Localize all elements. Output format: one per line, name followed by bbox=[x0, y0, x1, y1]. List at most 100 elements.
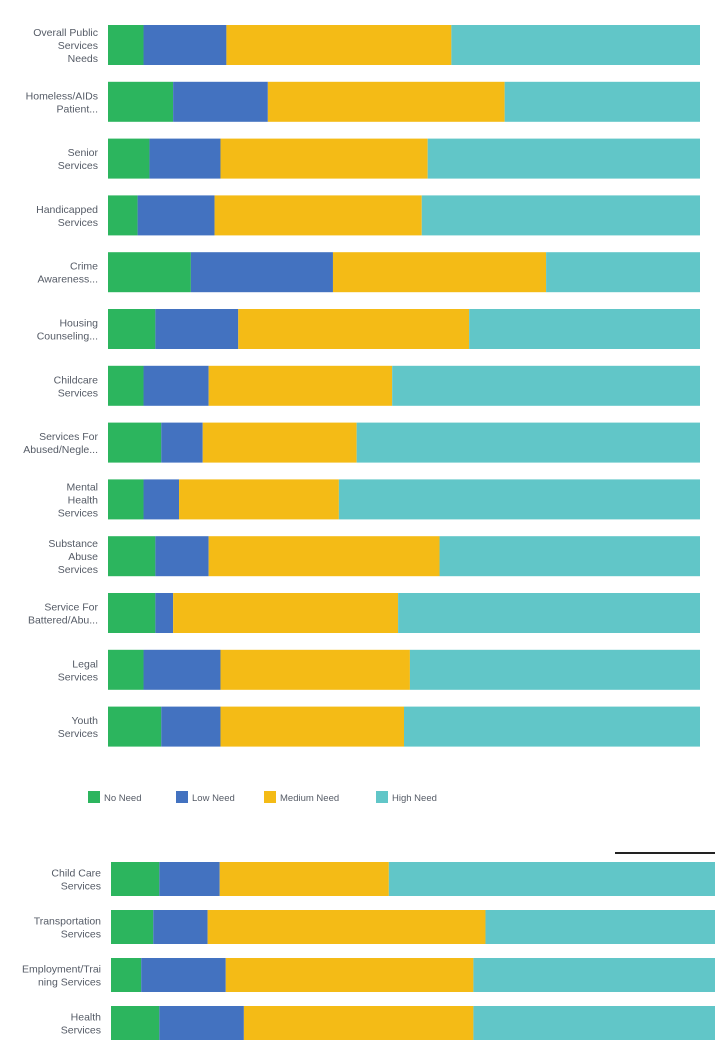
legend-label-no-need: No Need bbox=[104, 793, 142, 804]
bar-no-need-handicapped-services bbox=[108, 195, 138, 236]
chart-1: Overall PublicServicesNeedsHomeless/AIDs… bbox=[23, 25, 700, 804]
bar-low-need-handicapped-services bbox=[137, 195, 215, 236]
legend-label-medium-need: Medium Need bbox=[280, 793, 339, 804]
bar-no-need-childcare-services bbox=[108, 365, 144, 406]
bar-medium-need-legal-services bbox=[220, 649, 410, 690]
bar-medium-need-service-for-battered-abu bbox=[173, 593, 399, 633]
category-label: Housing bbox=[59, 318, 98, 330]
bar-low-need-crime-awareness bbox=[190, 252, 333, 293]
legend: No Need Low Need Medium Need High Need bbox=[88, 791, 437, 804]
bar-no-need-senior-services bbox=[108, 138, 150, 179]
category-label: Mental bbox=[66, 481, 98, 493]
bar-medium-need-mental-health-services bbox=[179, 479, 339, 520]
category-label: Service For bbox=[44, 602, 98, 614]
bar-medium-need-senior-services bbox=[220, 138, 428, 179]
category-label: Child Care bbox=[51, 868, 101, 880]
category-label: Legal bbox=[72, 658, 98, 670]
category-label: Awareness... bbox=[37, 274, 98, 286]
category-label: Patient... bbox=[57, 103, 98, 115]
category-label: Senior bbox=[68, 147, 99, 159]
category-label: Services bbox=[58, 507, 98, 519]
bar-high-need-services-for-abused-negle bbox=[356, 422, 700, 463]
bar-high-need-legal-services bbox=[409, 649, 700, 690]
bar-medium-need-employment-trai-ning-services bbox=[225, 958, 474, 992]
category-label: Abused/Negle... bbox=[23, 444, 98, 456]
category-label: Youth bbox=[72, 715, 99, 727]
bar-low-need-substance-abuse-services bbox=[155, 536, 209, 577]
bar-low-need-employment-trai-ning-services bbox=[141, 958, 226, 992]
bar-high-need-handicapped-services bbox=[421, 195, 700, 236]
category-label: Services bbox=[61, 929, 101, 941]
legend-swatch-high-need bbox=[376, 791, 388, 803]
category-label: Abuse bbox=[68, 551, 98, 563]
category-label: Overall Public bbox=[33, 27, 98, 39]
bar-high-need-substance-abuse-services bbox=[439, 536, 700, 577]
bar-medium-need-health-services bbox=[243, 1006, 474, 1040]
bar-no-need-crime-awareness bbox=[108, 252, 191, 293]
bar-high-need-employment-trai-ning-services bbox=[473, 958, 715, 992]
category-label: Services bbox=[61, 881, 101, 893]
bar-medium-need-childcare-services bbox=[208, 365, 393, 406]
category-label: Services bbox=[58, 40, 98, 52]
category-label: Counseling... bbox=[37, 331, 98, 343]
legend-label-high-need: High Need bbox=[392, 793, 437, 804]
category-label: Services bbox=[58, 671, 98, 683]
bar-low-need-housing-counseling bbox=[155, 309, 239, 349]
bar-medium-need-child-care-services bbox=[219, 862, 389, 896]
bar-high-need-mental-health-services bbox=[338, 479, 700, 520]
category-label: Substance bbox=[48, 538, 98, 550]
bar-high-need-overall-public-services-needs bbox=[451, 25, 700, 65]
legend-swatch-no-need bbox=[88, 791, 100, 803]
bar-low-need-health-services bbox=[159, 1006, 244, 1040]
bar-low-need-transportation-services bbox=[153, 910, 208, 944]
bar-no-need-service-for-battered-abu bbox=[108, 593, 156, 633]
chart-2: Child CareServicesTransportationServices… bbox=[22, 862, 715, 1040]
bar-low-need-homeless-aids-patient bbox=[173, 81, 268, 122]
bar-high-need-homeless-aids-patient bbox=[504, 81, 700, 122]
bar-medium-need-youth-services bbox=[220, 706, 404, 747]
category-label: Services bbox=[58, 387, 98, 399]
bar-no-need-mental-health-services bbox=[108, 479, 144, 520]
bar-medium-need-services-for-abused-negle bbox=[202, 422, 357, 463]
bar-no-need-legal-services bbox=[108, 649, 144, 690]
bar-medium-need-overall-public-services-needs bbox=[226, 25, 452, 65]
category-label: Services For bbox=[39, 431, 98, 443]
bar-low-need-service-for-battered-abu bbox=[155, 593, 174, 633]
bar-medium-need-housing-counseling bbox=[238, 309, 470, 349]
category-label: Services bbox=[61, 1025, 101, 1037]
bar-low-need-mental-health-services bbox=[143, 479, 180, 520]
category-label: Battered/Abu... bbox=[28, 615, 98, 627]
bar-no-need-health-services bbox=[111, 1006, 160, 1040]
bar-no-need-housing-counseling bbox=[108, 309, 156, 349]
bar-high-need-transportation-services bbox=[485, 910, 715, 944]
category-label: Homeless/AIDs bbox=[26, 90, 98, 102]
category-label: Health bbox=[68, 494, 99, 506]
bar-medium-need-handicapped-services bbox=[214, 195, 422, 236]
bar-no-need-employment-trai-ning-services bbox=[111, 958, 142, 992]
bar-no-need-substance-abuse-services bbox=[108, 536, 156, 577]
category-label: Services bbox=[58, 160, 98, 172]
bar-low-need-child-care-services bbox=[159, 862, 220, 896]
bar-high-need-childcare-services bbox=[392, 365, 700, 406]
category-label: Services bbox=[58, 728, 98, 740]
category-label: Handicapped bbox=[36, 204, 98, 216]
category-label: Childcare bbox=[54, 374, 99, 386]
bar-high-need-crime-awareness bbox=[546, 252, 700, 293]
bar-no-need-transportation-services bbox=[111, 910, 154, 944]
bar-low-need-senior-services bbox=[149, 138, 221, 179]
bar-low-need-legal-services bbox=[143, 649, 221, 690]
bar-high-need-senior-services bbox=[427, 138, 700, 179]
bar-no-need-homeless-aids-patient bbox=[108, 81, 174, 122]
bar-no-need-child-care-services bbox=[111, 862, 160, 896]
bar-low-need-services-for-abused-negle bbox=[161, 422, 203, 463]
category-label: ning Services bbox=[38, 977, 101, 989]
category-label: Employment/Trai bbox=[22, 964, 101, 976]
category-label: Services bbox=[58, 564, 98, 576]
legend-swatch-medium-need bbox=[264, 791, 276, 803]
bar-high-need-housing-counseling bbox=[469, 309, 700, 349]
bar-low-need-childcare-services bbox=[143, 365, 209, 406]
category-label: Crime bbox=[70, 261, 98, 273]
bar-no-need-overall-public-services-needs bbox=[108, 25, 144, 65]
bar-low-need-youth-services bbox=[161, 706, 221, 747]
category-label: Health bbox=[71, 1012, 102, 1024]
